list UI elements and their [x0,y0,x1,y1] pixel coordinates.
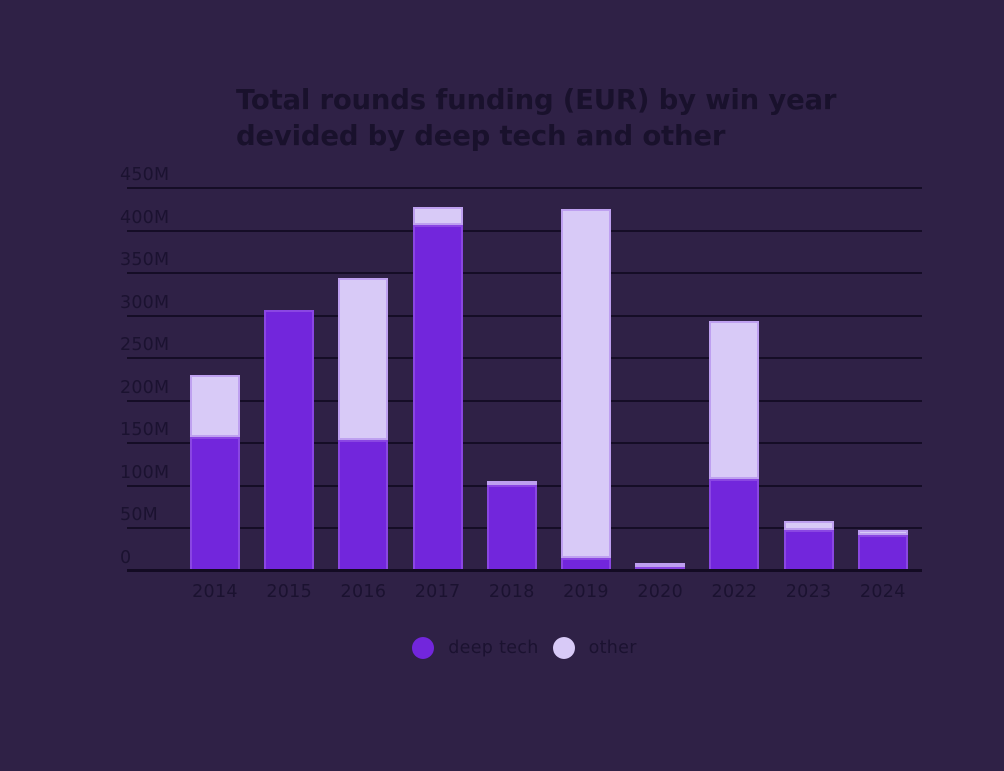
bar-segment-other-2022[interactable] [709,320,760,480]
bar-segment-other-2023[interactable] [783,520,834,531]
x-axis-tick-label: 2022 [711,582,758,602]
x-axis-line [127,569,922,572]
x-axis-tick-label: 2018 [488,582,535,602]
y-axis-tick-label: 350M [120,250,170,271]
legend-label-deep-tech: deep tech [448,638,539,658]
x-axis-tick-label: 2023 [785,582,832,602]
bar-segment-deep-tech-2016[interactable] [338,439,389,571]
y-axis-tick-label: 250M [120,335,170,356]
gridline [127,442,922,445]
legend-item-deep-tech[interactable]: deep tech [412,637,538,659]
bar-segment-deep-tech-2022[interactable] [709,479,760,571]
bar-segment-deep-tech-2017[interactable] [412,225,463,571]
y-axis-tick-label: 0 [120,548,132,568]
other-legend-dot-icon [552,637,575,659]
legend-item-other[interactable]: other [552,637,637,659]
gridline [127,229,922,232]
chart-legend: deep tech other [127,637,922,659]
bar-segment-other-2019[interactable] [561,209,611,559]
gridline [127,314,922,317]
bar-group-2018 [486,480,537,571]
bar-group-2015 [264,309,315,571]
bar-group-2022 [709,320,760,571]
bar-segment-other-2018[interactable] [486,480,537,486]
bar-group-2017 [412,206,463,571]
bar-segment-other-2024[interactable] [857,530,908,536]
deep-tech-legend-dot-icon [412,637,435,659]
bar-group-2019 [561,209,611,571]
chart-title: Total rounds funding (EUR) by win year d… [236,84,837,152]
gridline [127,272,922,275]
gridline [127,357,922,360]
x-axis-tick-label: 2014 [192,582,238,602]
bar-group-2023 [783,520,834,571]
bar-segment-deep-tech-2015[interactable] [264,309,315,571]
gridline [127,187,922,189]
bar-group-2016 [338,278,389,571]
bar-segment-deep-tech-2018[interactable] [486,485,537,571]
bar-group-2024 [857,530,908,571]
bar-segment-deep-tech-2014[interactable] [190,436,240,571]
y-axis-tick-label: 50M [120,505,158,526]
y-axis-tick-label: 450M [120,165,170,185]
y-axis-tick-label: 300M [120,292,170,313]
x-axis-tick-label: 2015 [266,582,313,602]
x-axis-tick-label: 2019 [563,582,609,602]
bar-segment-other-2020[interactable] [635,562,686,567]
bar-segment-deep-tech-2024[interactable] [857,535,908,571]
plot-area: 450M 400M 350M 300M 250M 200M 150M 100M 50M 0 2014… [120,165,922,602]
bar-segment-other-2016[interactable] [338,278,389,440]
legend-label-other: other [588,638,637,658]
x-axis-tick-label: 2024 [859,582,906,602]
y-axis-tick-label: 200M [120,377,170,398]
bar-group-2014 [190,375,240,571]
gridline [127,399,922,402]
y-axis-tick-label: 150M [120,420,170,441]
y-axis-tick-label: 400M [120,207,170,228]
y-axis-tick-label: 100M [120,462,170,483]
bar-segment-deep-tech-2023[interactable] [783,530,834,571]
x-axis-tick-label: 2017 [414,582,461,602]
bar-segment-other-2014[interactable] [190,375,240,437]
x-axis-tick-label: 2016 [340,582,387,602]
x-axis-tick-label: 2020 [637,582,684,602]
bar-segment-other-2017[interactable] [412,206,463,226]
